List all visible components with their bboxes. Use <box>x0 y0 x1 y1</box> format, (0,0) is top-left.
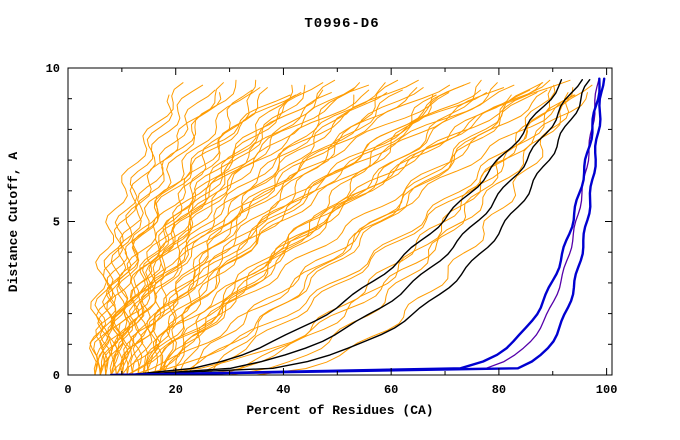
model-curves <box>93 87 268 375</box>
reference-curves-black <box>126 79 563 375</box>
x-tick-label: 0 <box>64 383 71 397</box>
model-curves <box>99 79 336 375</box>
model-curves <box>163 89 481 375</box>
model-curves <box>159 84 465 375</box>
model-curves <box>142 87 505 375</box>
model-curves <box>116 89 403 375</box>
model-curves <box>146 79 419 375</box>
model-curves <box>202 87 552 375</box>
model-curves <box>110 94 296 375</box>
model-curves <box>169 82 498 375</box>
model-curves <box>132 82 360 375</box>
model-curves <box>133 89 370 375</box>
reference-curves-black <box>131 79 583 375</box>
model-curves <box>218 94 575 375</box>
chart-title: T0996-D6 <box>304 16 379 32</box>
model-curves <box>99 89 253 375</box>
model-curves <box>229 84 556 375</box>
x-axis-label: Percent of Residues (CA) <box>246 403 433 418</box>
model-curves <box>256 92 570 375</box>
y-tick-label: 0 <box>53 369 60 383</box>
model-curves <box>132 92 538 375</box>
model-curves <box>121 94 512 375</box>
model-curves <box>175 89 531 375</box>
best-curves-blue <box>109 77 606 375</box>
reference-curves-black <box>121 79 591 375</box>
model-curves <box>117 92 302 375</box>
model-curves <box>120 84 450 375</box>
model-curves <box>111 94 291 375</box>
model-curves <box>110 87 261 375</box>
model-curves <box>155 92 450 375</box>
model-curves <box>107 79 257 375</box>
curve-layer <box>89 77 606 375</box>
x-tick-label: 100 <box>596 383 618 397</box>
model-curves <box>147 87 424 375</box>
model-curves <box>180 79 551 375</box>
model-curves <box>110 87 418 375</box>
y-axis-label: Distance Cutoff, A <box>6 152 21 293</box>
model-curves <box>99 84 294 375</box>
model-curves <box>93 92 222 375</box>
model-curves <box>207 82 544 375</box>
best-curves-blue <box>115 77 601 375</box>
model-curves <box>97 89 216 375</box>
model-curves <box>89 82 184 375</box>
model-curves <box>140 82 386 375</box>
model-curves <box>152 84 515 375</box>
x-tick-label: 40 <box>276 383 290 397</box>
model-curves <box>104 92 388 375</box>
model-curves <box>132 84 593 375</box>
x-tick-label: 60 <box>384 383 398 397</box>
axis-ticks: 0 20 40 60 80 100 0 5 10 <box>46 62 618 397</box>
y-tick-label: 5 <box>53 216 60 230</box>
model-curves <box>132 84 369 375</box>
y-tick-label: 10 <box>46 62 60 76</box>
model-curves <box>163 92 488 375</box>
model-curves <box>99 79 237 375</box>
model-curves <box>186 94 576 375</box>
model-curves <box>153 94 434 375</box>
model-curves <box>196 92 588 375</box>
model-curves <box>121 84 306 375</box>
x-tick-label: 20 <box>169 383 183 397</box>
x-tick-label: 80 <box>492 383 506 397</box>
model-curves <box>126 89 548 375</box>
model-curves <box>123 92 332 375</box>
model-curves <box>110 94 355 375</box>
model-curves <box>95 84 204 375</box>
